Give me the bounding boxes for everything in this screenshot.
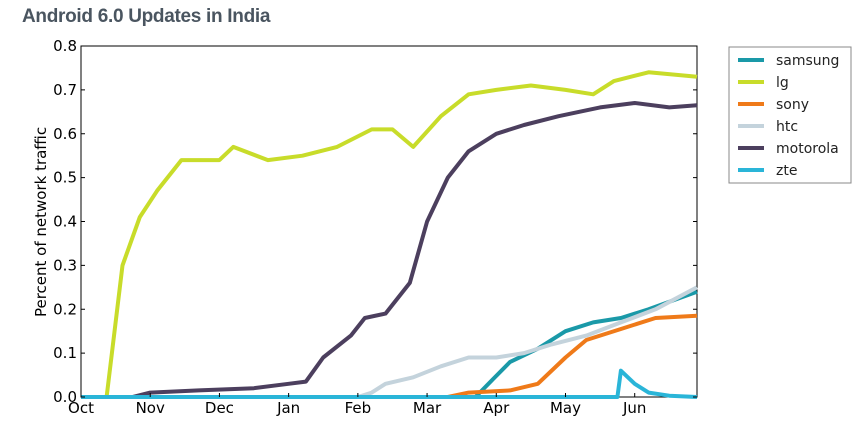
series-line-motorola [81, 101, 698, 399]
y-tick-label: 0.6 [53, 125, 77, 143]
y-tick-label: 0.4 [53, 213, 77, 231]
x-tick-label: Mar [413, 399, 442, 417]
legend-label-zte: zte [776, 163, 797, 179]
y-tick-label: 0.5 [53, 169, 77, 187]
x-tick-label: Dec [205, 399, 234, 417]
y-tick-label: 0.0 [53, 388, 77, 406]
x-tick-label: Oct [68, 399, 94, 417]
series-line-lg [81, 70, 698, 399]
series-line-samsung [81, 289, 698, 399]
legend-label-sony: sony [776, 97, 809, 113]
legend-label-htc: htc [776, 119, 798, 135]
y-tick-label: 0.1 [53, 344, 77, 362]
chart-title: Android 6.0 Updates in India [22, 6, 271, 27]
series-line-zte [81, 368, 698, 399]
y-tick-label: 0.3 [53, 256, 77, 274]
y-axis-label: Percent of network traffic [32, 127, 50, 317]
legend-label-lg: lg [776, 75, 789, 91]
x-tick-label: Jun [622, 399, 646, 417]
y-tick-label: 0.7 [53, 81, 77, 99]
x-tick-label: Apr [483, 399, 510, 417]
x-tick-label: Nov [136, 399, 165, 417]
legend [728, 46, 852, 184]
plot-frame [80, 45, 698, 398]
x-tick-label: Jan [276, 399, 300, 417]
x-tick-label: Feb [345, 399, 372, 417]
legend-label-motorola: motorola [776, 141, 839, 157]
y-tick-label: 0.8 [53, 37, 77, 55]
x-tick-label: May [550, 399, 581, 417]
y-tick-label: 0.2 [53, 300, 77, 318]
series-line-htc [81, 285, 698, 399]
legend-label-samsung: samsung [776, 53, 839, 69]
series-line-sony [81, 313, 698, 399]
